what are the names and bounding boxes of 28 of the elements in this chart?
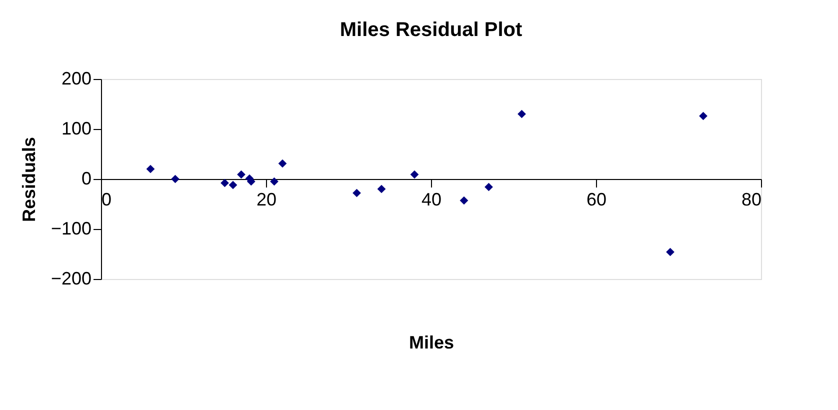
y-axis-title: Residuals	[18, 136, 39, 222]
point	[410, 170, 419, 179]
point	[270, 177, 278, 186]
point	[146, 164, 155, 174]
point	[228, 180, 238, 190]
point	[666, 248, 674, 256]
y-tick-label: −200	[50, 268, 92, 288]
x-tick-label: 20	[256, 190, 277, 210]
point	[352, 188, 361, 198]
x-tick-label: 40	[421, 190, 442, 210]
x-tick-label: 80	[741, 190, 762, 210]
point	[460, 196, 468, 205]
point	[518, 110, 526, 118]
y-tick-label: −100	[50, 218, 92, 238]
x-tick-label: 60	[586, 190, 607, 210]
point	[484, 182, 493, 192]
x-axis-title: Miles	[408, 332, 454, 352]
point	[699, 112, 708, 120]
chart-title: Miles Residual Plot	[340, 19, 522, 41]
point	[377, 184, 386, 194]
point	[237, 170, 246, 179]
y-tick-label: 100	[61, 118, 92, 138]
x-tick-label: 0	[102, 190, 112, 210]
point	[171, 174, 180, 184]
point	[278, 159, 287, 168]
y-tick-label: 0	[81, 168, 92, 188]
point	[220, 178, 229, 188]
y-tick-label: 200	[61, 68, 92, 88]
